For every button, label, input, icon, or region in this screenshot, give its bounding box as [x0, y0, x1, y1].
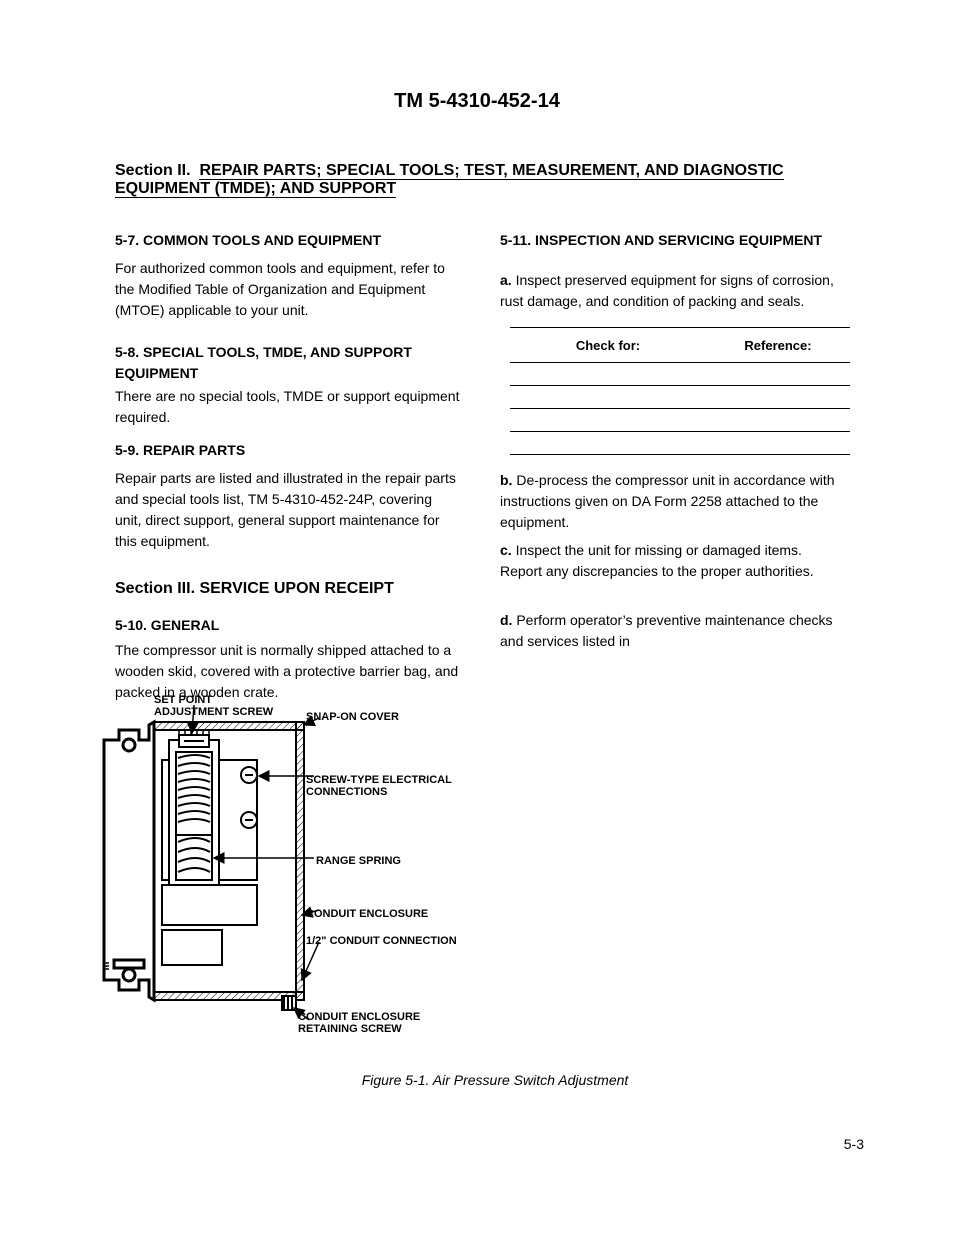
table-row: [510, 409, 850, 432]
para-5-7-title: 5-7. COMMON TOOLS AND EQUIPMENT: [115, 230, 460, 251]
para-5-11-c-text: Inspect the unit for missing or damaged …: [500, 542, 814, 579]
table-col1-header: Check for:: [510, 328, 706, 363]
label-retaining: CONDUIT ENCLOSURE RETAINING SCREW: [298, 1011, 420, 1035]
para-5-7-body: For authorized common tools and equipmen…: [115, 258, 460, 321]
section-prefix: Section II.: [115, 162, 191, 179]
para-5-10-title: 5-10. GENERAL: [115, 615, 460, 636]
section-title-underlined: REPAIR PARTS; SPECIAL TOOLS; TEST, MEASU…: [115, 162, 784, 198]
label-setpoint-line2: ADJUSTMENT SCREW: [154, 706, 273, 718]
label-setpoint: SET POINT ADJUSTMENT SCREW: [154, 694, 273, 718]
label-retaining-line1: CONDUIT ENCLOSURE: [298, 1011, 420, 1023]
para-5-11-title-text: 5-11. INSPECTION AND SERVICING EQUIPMENT: [500, 232, 822, 248]
para-5-11-b-label: b.: [500, 472, 512, 488]
table-row: [510, 363, 850, 386]
table-row: [510, 386, 850, 409]
para-5-11-d: d. Perform operator’s preventive mainten…: [500, 610, 845, 652]
label-conduit-enclosure: CONDUIT ENCLOSURE: [306, 908, 428, 920]
para-5-11-title: 5-11. INSPECTION AND SERVICING EQUIPMENT: [500, 230, 845, 251]
section-2-heading: Section II. REPAIR PARTS; SPECIAL TOOLS;…: [115, 162, 875, 198]
para-5-11-a-text: Inspect preserved equipment for signs of…: [500, 272, 834, 309]
page-root: TM 5-4310-452-14 Section II. REPAIR PART…: [0, 0, 954, 1235]
table-col2-header: Reference:: [706, 328, 850, 363]
label-rangespring: RANGE SPRING: [316, 855, 401, 867]
label-screwtype-line2: CONNECTIONS: [306, 786, 387, 798]
para-5-11-c: c. Inspect the unit for missing or damag…: [500, 540, 845, 582]
label-conduit-connection: 1/2" CONDUIT CONNECTION: [306, 935, 457, 947]
para-5-7-title-text: 5-7. COMMON TOOLS AND EQUIPMENT: [115, 232, 381, 248]
para-5-8-body: There are no special tools, TMDE or supp…: [115, 386, 460, 428]
page-number: 5-3: [844, 1134, 864, 1155]
para-5-11-b: b. De-process the compressor unit in acc…: [500, 470, 845, 533]
para-5-9-body: Repair parts are listed and illustrated …: [115, 468, 460, 552]
section-3-heading: Section III. SERVICE UPON RECEIPT: [115, 580, 815, 598]
para-5-8-title-text: 5-8. SPECIAL TOOLS, TMDE, AND SUPPORT EQ…: [115, 344, 412, 381]
para-5-10-title-text: 5-10. GENERAL: [115, 617, 219, 633]
label-snapcover: SNAP-ON COVER: [306, 711, 399, 723]
label-screwtype-line1: SCREW-TYPE ELECTRICAL: [306, 774, 452, 786]
figure-caption: Figure 5-1. Air Pressure Switch Adjustme…: [115, 1070, 875, 1091]
para-5-9-title-text: 5-9. REPAIR PARTS: [115, 442, 245, 458]
label-screwtype: SCREW-TYPE ELECTRICAL CONNECTIONS: [306, 774, 452, 798]
para-5-11-a: a. Inspect preserved equipment for signs…: [500, 270, 845, 312]
figure-svg: [84, 680, 484, 1060]
para-5-11-b-text: De-process the compressor unit in accord…: [500, 472, 835, 530]
table-header-row: Check for: Reference:: [510, 328, 850, 363]
para-5-9-title: 5-9. REPAIR PARTS: [115, 440, 460, 461]
para-5-11-d-label: d.: [500, 612, 512, 628]
doc-title: TM 5-4310-452-14: [0, 90, 954, 113]
para-5-11-a-label: a.: [500, 272, 512, 288]
table-row: [510, 432, 850, 455]
spec-table: Check for: Reference:: [510, 327, 850, 455]
label-setpoint-line1: SET POINT: [154, 694, 212, 706]
label-retaining-line2: RETAINING SCREW: [298, 1023, 402, 1035]
para-5-11-d-text: Perform operator’s preventive maintenanc…: [500, 612, 833, 649]
para-5-11-c-label: c.: [500, 542, 512, 558]
para-5-8-title: 5-8. SPECIAL TOOLS, TMDE, AND SUPPORT EQ…: [115, 342, 460, 384]
